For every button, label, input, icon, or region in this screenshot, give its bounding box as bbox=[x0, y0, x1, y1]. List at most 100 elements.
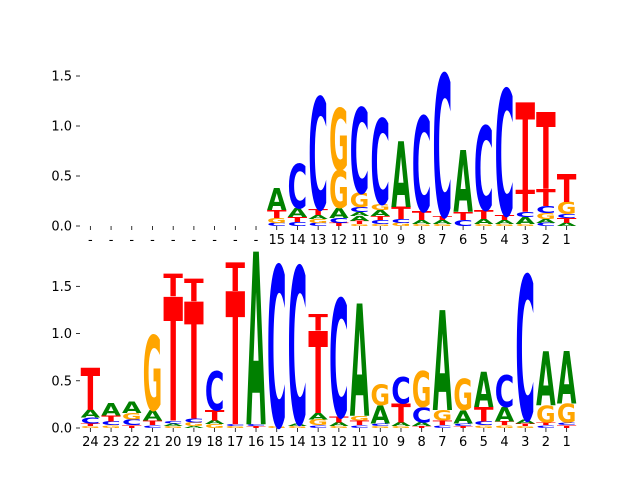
logo-letter-G: G bbox=[184, 422, 203, 428]
y-tick-label: 1.0 bbox=[51, 327, 72, 342]
x-tick-label: 17 bbox=[227, 435, 244, 450]
logo-letter-C: C bbox=[453, 423, 473, 427]
logo-letter-A: A bbox=[474, 218, 494, 226]
logo-letter-T: T bbox=[536, 92, 556, 215]
logo-letter-T: T bbox=[329, 415, 349, 424]
x-tick-label: 7 bbox=[438, 435, 446, 450]
logo-letter-A: A bbox=[246, 205, 266, 480]
logo-letter-G: G bbox=[371, 223, 391, 226]
logo-letter-T: T bbox=[101, 414, 121, 423]
logo-letter-C: C bbox=[557, 422, 577, 426]
x-tick-label: 10 bbox=[372, 233, 389, 248]
logo-letter-G: G bbox=[226, 426, 246, 429]
logo-letter-T: T bbox=[267, 208, 287, 221]
logo-letter-C: C bbox=[371, 219, 391, 226]
x-tick-label: 8 bbox=[418, 435, 426, 450]
logo-letter-G: G bbox=[495, 223, 515, 226]
logo-letter-T: T bbox=[391, 400, 411, 429]
logo-letter-G: G bbox=[350, 190, 369, 212]
logo-letter-T: T bbox=[453, 210, 473, 223]
x-tick-label: 14 bbox=[289, 233, 306, 248]
logo-letter-C: C bbox=[350, 425, 370, 429]
x-tick-label: - bbox=[109, 233, 114, 248]
x-tick-label: 1 bbox=[563, 233, 571, 248]
logo-letter-T: T bbox=[412, 209, 432, 223]
logo-letter-G: G bbox=[371, 426, 391, 429]
x-tick-label: 9 bbox=[397, 435, 405, 450]
logo-letter-G: G bbox=[536, 212, 556, 222]
x-tick-label: 14 bbox=[289, 435, 306, 450]
logo-letter-T: T bbox=[412, 426, 432, 429]
logo-letter-C: C bbox=[557, 213, 577, 220]
logo-letter-T: T bbox=[557, 167, 577, 211]
logo-letter-G: G bbox=[371, 380, 391, 413]
logo-letter-G: G bbox=[163, 426, 183, 429]
logo-letter-C: C bbox=[495, 56, 515, 257]
logo-letter-T: T bbox=[81, 422, 101, 427]
logo-letter-G: G bbox=[391, 222, 411, 227]
logo-letter-C: C bbox=[226, 424, 246, 427]
logo-letter-A: A bbox=[557, 337, 577, 421]
y-tick-label: 1.5 bbox=[51, 280, 72, 295]
x-tick-label: 20 bbox=[165, 435, 182, 450]
logo-letter-T: T bbox=[433, 215, 453, 221]
logo-letter-A: A bbox=[391, 123, 411, 229]
logo-letter-T: T bbox=[163, 263, 183, 461]
y-tick-label: 1.5 bbox=[51, 70, 72, 85]
logo-letter-G: G bbox=[350, 223, 370, 226]
logo-letter-C: C bbox=[433, 425, 453, 429]
logo-letter-G: G bbox=[350, 415, 370, 422]
logo-letter-A: A bbox=[122, 399, 142, 417]
logo-letter-A: A bbox=[163, 423, 183, 428]
logo-letter-A: A bbox=[205, 420, 225, 426]
logo-letter-T: T bbox=[515, 184, 534, 219]
logo-letter-C: C bbox=[453, 218, 473, 228]
logo-letter-T: T bbox=[246, 426, 266, 429]
x-tick-label: - bbox=[254, 233, 259, 248]
x-tick-label: 12 bbox=[331, 233, 348, 248]
logo-letter-G: G bbox=[329, 159, 349, 221]
logo-letter-A: A bbox=[81, 408, 101, 420]
logo-letter-T: T bbox=[329, 222, 349, 227]
logo-letter-C: C bbox=[433, 35, 453, 262]
logo-letter-G: G bbox=[143, 316, 163, 434]
x-tick-label: 8 bbox=[418, 233, 426, 248]
logo-letter-G: G bbox=[308, 218, 328, 224]
logo-letter-G: G bbox=[329, 426, 349, 429]
logo-letter-G: G bbox=[412, 223, 432, 226]
logo-letter-C: C bbox=[267, 223, 287, 479]
logo-letter-T: T bbox=[81, 355, 101, 424]
logo-letter-T: T bbox=[288, 216, 309, 224]
x-tick-label: - bbox=[212, 233, 217, 248]
logo-letter-C: C bbox=[122, 418, 142, 427]
logo-letter-A: A bbox=[308, 411, 328, 422]
y-tick-label: 1.0 bbox=[51, 120, 72, 135]
logo-letter-C: C bbox=[350, 85, 370, 220]
logo-letter-T: T bbox=[453, 426, 473, 429]
x-tick-label: - bbox=[150, 233, 155, 248]
x-tick-label: 4 bbox=[500, 233, 508, 248]
x-tick-label: 13 bbox=[310, 435, 327, 450]
logo-letter-T: T bbox=[474, 208, 494, 222]
logo-letter-T: T bbox=[557, 217, 578, 225]
x-tick-label: 15 bbox=[268, 233, 285, 248]
logo-letter-A: A bbox=[495, 219, 516, 225]
x-tick-label: 3 bbox=[521, 435, 529, 450]
logo-letter-C: C bbox=[246, 424, 266, 427]
logo-letter-T: T bbox=[184, 271, 204, 458]
x-tick-label: 22 bbox=[123, 435, 140, 450]
logo-letter-A: A bbox=[515, 215, 535, 226]
